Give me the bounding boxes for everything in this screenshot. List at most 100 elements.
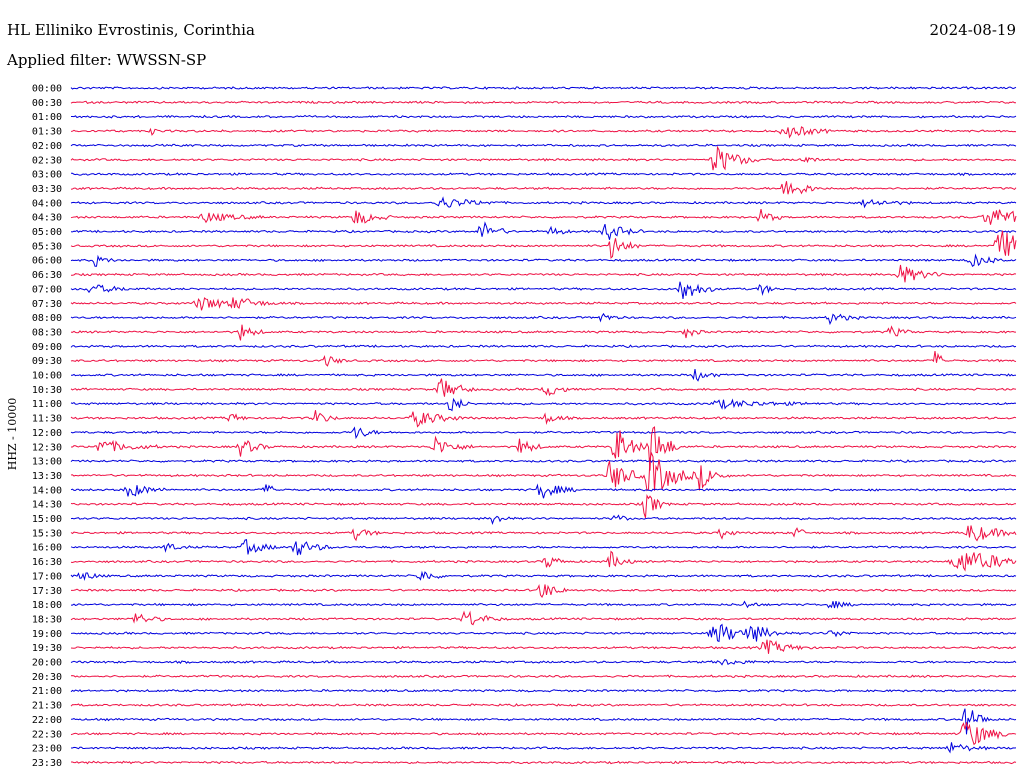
time-label-2130: 21:30 [32, 701, 62, 712]
trace-row-0030 [70, 100, 1016, 105]
trace-row-1500 [70, 514, 1017, 525]
trace-row-0730 [70, 297, 1017, 311]
time-label-1900: 19:00 [32, 629, 62, 640]
time-label-0900: 09:00 [32, 342, 62, 353]
trace-row-0200 [70, 143, 1017, 148]
time-label-0430: 04:30 [32, 213, 62, 224]
trace-row-0900 [70, 344, 1017, 349]
trace-row-0930 [70, 351, 1017, 367]
trace-row-2000 [70, 658, 1017, 666]
time-label-0600: 06:00 [32, 256, 62, 267]
time-label-0330: 03:30 [32, 184, 62, 195]
time-label-2030: 20:30 [32, 672, 62, 683]
trace-row-0700 [70, 281, 1017, 299]
time-label-1430: 14:30 [32, 500, 62, 511]
time-label-0200: 02:00 [32, 141, 62, 152]
trace-row-0100 [71, 114, 1017, 119]
time-label-0500: 05:00 [32, 227, 62, 238]
time-label-2200: 22:00 [32, 715, 62, 726]
time-label-1130: 11:30 [32, 414, 62, 425]
time-label-1800: 18:00 [32, 600, 62, 611]
time-label-1500: 15:00 [32, 514, 62, 525]
trace-row-1530 [70, 525, 1017, 542]
trace-row-1930 [70, 639, 1017, 654]
time-label-1830: 18:30 [32, 614, 62, 625]
time-label-1400: 14:00 [32, 485, 62, 496]
time-label-1000: 10:00 [32, 371, 62, 382]
record-date: 2024-08-19 [929, 21, 1016, 39]
trace-row-0230 [70, 145, 1017, 171]
trace-row-0330 [70, 181, 1017, 195]
time-label-1300: 13:00 [32, 457, 62, 468]
trace-row-0830 [70, 324, 1016, 341]
time-label-1730: 17:30 [32, 586, 62, 597]
time-label-0730: 07:30 [32, 299, 62, 310]
time-label-2000: 20:00 [32, 658, 62, 669]
time-label-0830: 08:30 [32, 327, 62, 338]
trace-row-0800 [70, 312, 1017, 326]
time-label-1100: 11:00 [32, 399, 62, 410]
time-label-2300: 23:00 [32, 744, 62, 755]
trace-row-0000 [70, 86, 1017, 90]
trace-row-2200 [70, 708, 1017, 735]
time-label-0230: 02:30 [32, 155, 62, 166]
time-label-0700: 07:00 [32, 284, 62, 295]
time-label-0530: 05:30 [32, 241, 62, 252]
trace-row-2130 [70, 703, 1017, 707]
trace-row-1200 [70, 426, 1017, 440]
time-label-1930: 19:30 [32, 643, 62, 654]
time-label-0300: 03:00 [32, 170, 62, 181]
time-label-0000: 00:00 [32, 84, 62, 95]
time-label-1230: 12:30 [32, 442, 62, 453]
time-label-0030: 00:30 [32, 98, 62, 109]
trace-row-1830 [70, 610, 1017, 626]
trace-row-1430 [70, 493, 1017, 518]
trace-row-1800 [71, 600, 1017, 609]
trace-row-1730 [71, 584, 1017, 598]
time-label-1030: 10:30 [32, 385, 62, 396]
time-label-0100: 01:00 [32, 112, 62, 123]
time-label-0130: 01:30 [32, 127, 62, 138]
trace-row-0430 [70, 209, 1017, 225]
trace-row-1600 [70, 538, 1017, 556]
trace-row-0600 [70, 253, 1017, 267]
station-title: HL Elliniko Evrostinis, Corinthia [7, 21, 255, 39]
time-label-0800: 08:00 [32, 313, 62, 324]
trace-row-0130 [70, 126, 1017, 139]
time-label-1600: 16:00 [32, 543, 62, 554]
time-label-0630: 06:30 [32, 270, 62, 281]
time-label-1700: 17:00 [32, 571, 62, 582]
time-label-1200: 12:00 [32, 428, 62, 439]
trace-row-1030 [70, 378, 1017, 397]
trace-row-2030 [70, 674, 1017, 679]
time-label-2100: 21:00 [32, 686, 62, 697]
trace-row-0300 [71, 172, 1017, 177]
time-label-1330: 13:30 [32, 471, 62, 482]
trace-row-0500 [70, 221, 1017, 240]
trace-row-1130 [70, 410, 1017, 428]
trace-row-2300 [71, 742, 1017, 754]
time-label-0930: 09:30 [32, 356, 62, 367]
filter-label: Applied filter: WWSSN-SP [7, 51, 207, 69]
trace-row-1300 [70, 459, 1017, 463]
time-label-1630: 16:30 [32, 557, 62, 568]
trace-row-2230 [70, 722, 1017, 746]
trace-row-0400 [70, 196, 1017, 209]
time-label-2330: 23:30 [32, 758, 62, 769]
time-label-0400: 04:00 [32, 198, 62, 209]
trace-row-2330 [71, 760, 1017, 765]
trace-row-1230 [71, 426, 1017, 471]
trace-row-1700 [70, 570, 1017, 581]
trace-row-1630 [70, 550, 1017, 572]
trace-row-1900 [70, 623, 1017, 643]
trace-row-2100 [70, 688, 1017, 693]
time-label-1530: 15:30 [32, 528, 62, 539]
trace-row-1330 [70, 451, 1017, 492]
trace-row-1400 [70, 483, 1017, 499]
trace-row-0530 [70, 230, 1017, 259]
trace-row-1100 [70, 397, 1017, 412]
time-label-2230: 22:30 [32, 729, 62, 740]
trace-row-1000 [70, 369, 1017, 382]
trace-row-0630 [71, 264, 1017, 283]
